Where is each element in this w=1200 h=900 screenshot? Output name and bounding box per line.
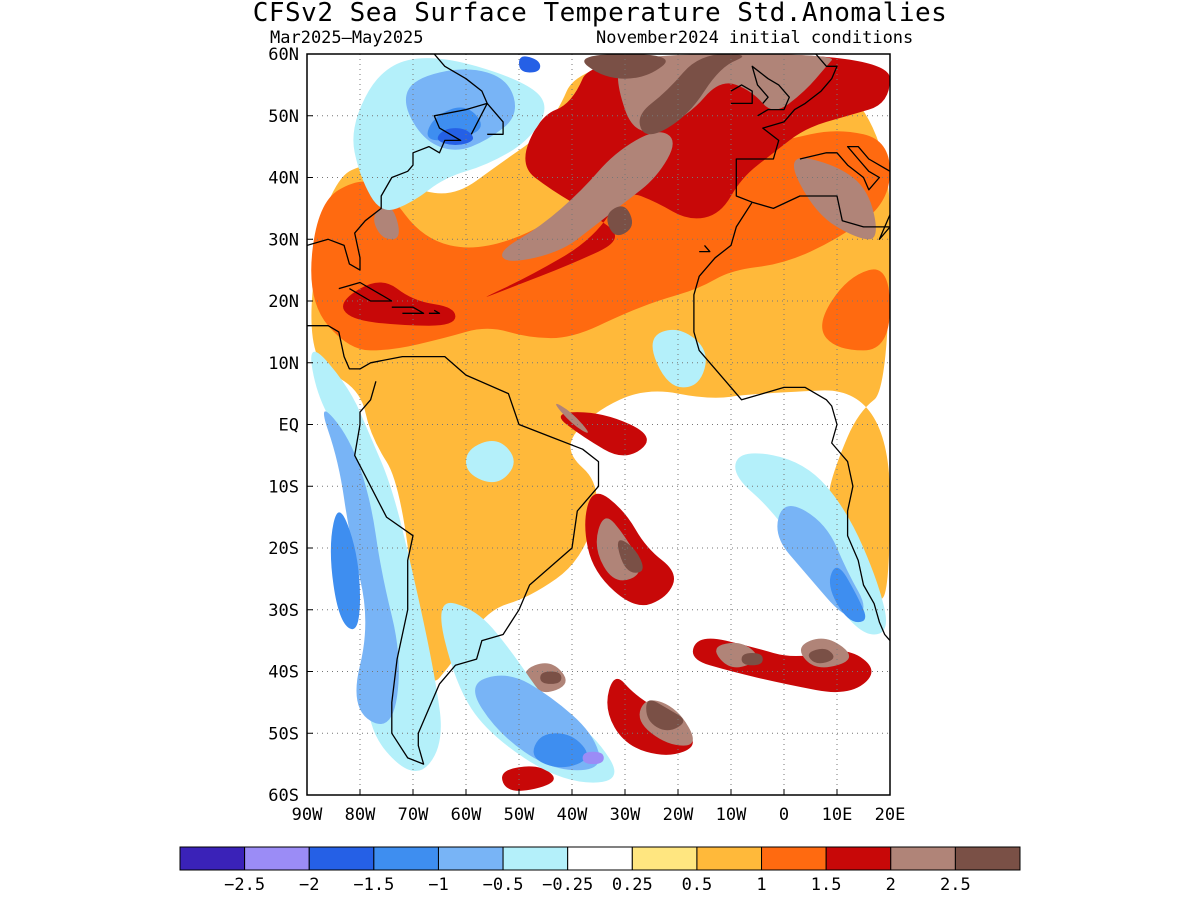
lon-tick-label: 20E: [875, 805, 906, 825]
lat-tick-label: 60S: [268, 786, 299, 806]
colorbar-swatch: [373, 846, 439, 871]
coastline-9: [751, 65, 790, 117]
coastline-15: [699, 244, 711, 253]
lat-axis: 60N 50N 40N 30N 20N 10N EQ 10S 20S 30S 40S 50S 60S: [268, 45, 313, 806]
colorbar-swatch: [890, 846, 956, 871]
anomaly-region-27: [540, 671, 562, 684]
colorbar-swatch: [954, 846, 1021, 871]
anomaly-region-46: [582, 751, 604, 765]
anomaly-region-23: [639, 54, 743, 135]
anomaly-region-5: [343, 282, 456, 326]
lat-tick-label: 10N: [268, 354, 299, 374]
anomaly-region-22: [584, 54, 666, 79]
anomaly-region-42: [533, 733, 587, 768]
anomaly-region-37: [323, 411, 399, 725]
lat-tick-label: 60N: [268, 45, 299, 65]
colorbar-swatch: [567, 846, 633, 871]
lon-tick-label: 90W: [292, 805, 323, 825]
graticule: [307, 54, 890, 795]
anomaly-region-45: [519, 56, 541, 73]
anomaly-region-25: [617, 540, 643, 573]
colorbar-label: 2: [886, 875, 896, 895]
coastline-13: [693, 201, 890, 642]
lat-tick-label: 20N: [268, 292, 299, 312]
lon-tick-label: 80W: [345, 805, 376, 825]
colorbar-label: 0.25: [612, 875, 653, 895]
lat-tick-label: 30S: [268, 601, 299, 621]
lon-tick-label: 10E: [822, 805, 853, 825]
colorbar-label: −2: [299, 875, 319, 895]
coastline-6: [428, 309, 441, 314]
anomaly-region-15: [374, 206, 399, 240]
lat-tick-label: 40S: [268, 663, 299, 683]
anomaly-region-29: [741, 653, 763, 666]
colorbar-swatch: [244, 846, 310, 871]
anomaly-region-14: [793, 157, 876, 240]
lon-tick-label: 30W: [610, 805, 641, 825]
anomaly-region-16: [556, 403, 588, 433]
colorbar: −2.5 −2 −1.5 −1 −0.5 −0.25 0.25 0.5 1 1.5 2 2.5: [179, 846, 1021, 895]
colorbar-swatch: [696, 846, 763, 871]
anomaly-region-35: [466, 440, 514, 483]
coastline-11: [799, 145, 890, 191]
map-title: CFSv2 Sea Surface Temperature Std.Anomal…: [252, 0, 948, 28]
colorbar-swatch: [179, 846, 246, 871]
anomaly-region-41: [330, 512, 360, 630]
coastlines: [307, 54, 890, 765]
lat-tick-label: 40N: [268, 169, 299, 189]
lon-tick-label: 10W: [716, 805, 747, 825]
lat-tick-label: EQ: [279, 416, 299, 436]
colorbar-swatch: [502, 846, 569, 871]
anomaly-region-12: [502, 132, 673, 261]
lon-tick-label: 40W: [557, 805, 588, 825]
colorbar-swatch: [308, 846, 375, 871]
anomaly-region-4: [486, 54, 890, 297]
lon-tick-label: 20W: [663, 805, 694, 825]
coastline-14: [878, 214, 890, 240]
lon-tick-label: 50W: [504, 805, 535, 825]
lat-tick-label: 30N: [268, 230, 299, 250]
colorbar-swatch: [631, 846, 698, 871]
anomaly-region-26: [646, 700, 684, 731]
init-conditions-label: November2024 initial conditions: [596, 28, 914, 48]
colorbar-label: −2.5: [224, 875, 265, 895]
anomaly-region-11: [502, 766, 554, 791]
season-label: Mar2025–May2025: [270, 28, 424, 48]
coastline-1: [354, 355, 600, 765]
colorbar-swatch: [825, 846, 892, 871]
lon-tick-label: 70W: [398, 805, 429, 825]
colorbar-label: 0.5: [682, 875, 713, 895]
colorbar-swatch: [437, 846, 504, 871]
coastline-5: [391, 306, 425, 314]
lon-axis: 90W 80W 70W 60W 50W 40W 30W 20W 10W 0 10E 20E: [292, 789, 906, 825]
colorbar-swatch: [761, 846, 827, 871]
colorbar-label: −1: [428, 875, 448, 895]
colorbar-label: −0.5: [483, 875, 524, 895]
coastline-8: [735, 54, 838, 203]
coastline-12: [752, 195, 890, 228]
colorbar-label: −0.25: [542, 875, 593, 895]
colorbar-label: 2.5: [940, 875, 971, 895]
coastline-10: [730, 84, 753, 105]
coastline-3: [307, 54, 488, 271]
lon-tick-label: 0: [779, 805, 789, 825]
anomaly-region-28: [808, 648, 834, 664]
colorbar-label: −1.5: [353, 875, 394, 895]
anomaly-region-24: [607, 206, 633, 236]
lat-tick-label: 10S: [268, 477, 299, 497]
lat-tick-label: 50S: [268, 724, 299, 744]
coastline-4: [338, 281, 393, 302]
lat-tick-label: 50N: [268, 107, 299, 127]
anomaly-region-3: [822, 269, 890, 351]
lon-tick-label: 60W: [451, 805, 482, 825]
anomaly-region-33: [652, 329, 706, 388]
colorbar-label: 1: [756, 875, 766, 895]
colorbar-label: 1.5: [811, 875, 842, 895]
coastline-2: [307, 325, 360, 370]
lat-tick-label: 20S: [268, 539, 299, 559]
coastline-7: [470, 102, 504, 135]
anomaly-fields: [311, 54, 890, 791]
anomaly-region-43: [829, 567, 866, 623]
